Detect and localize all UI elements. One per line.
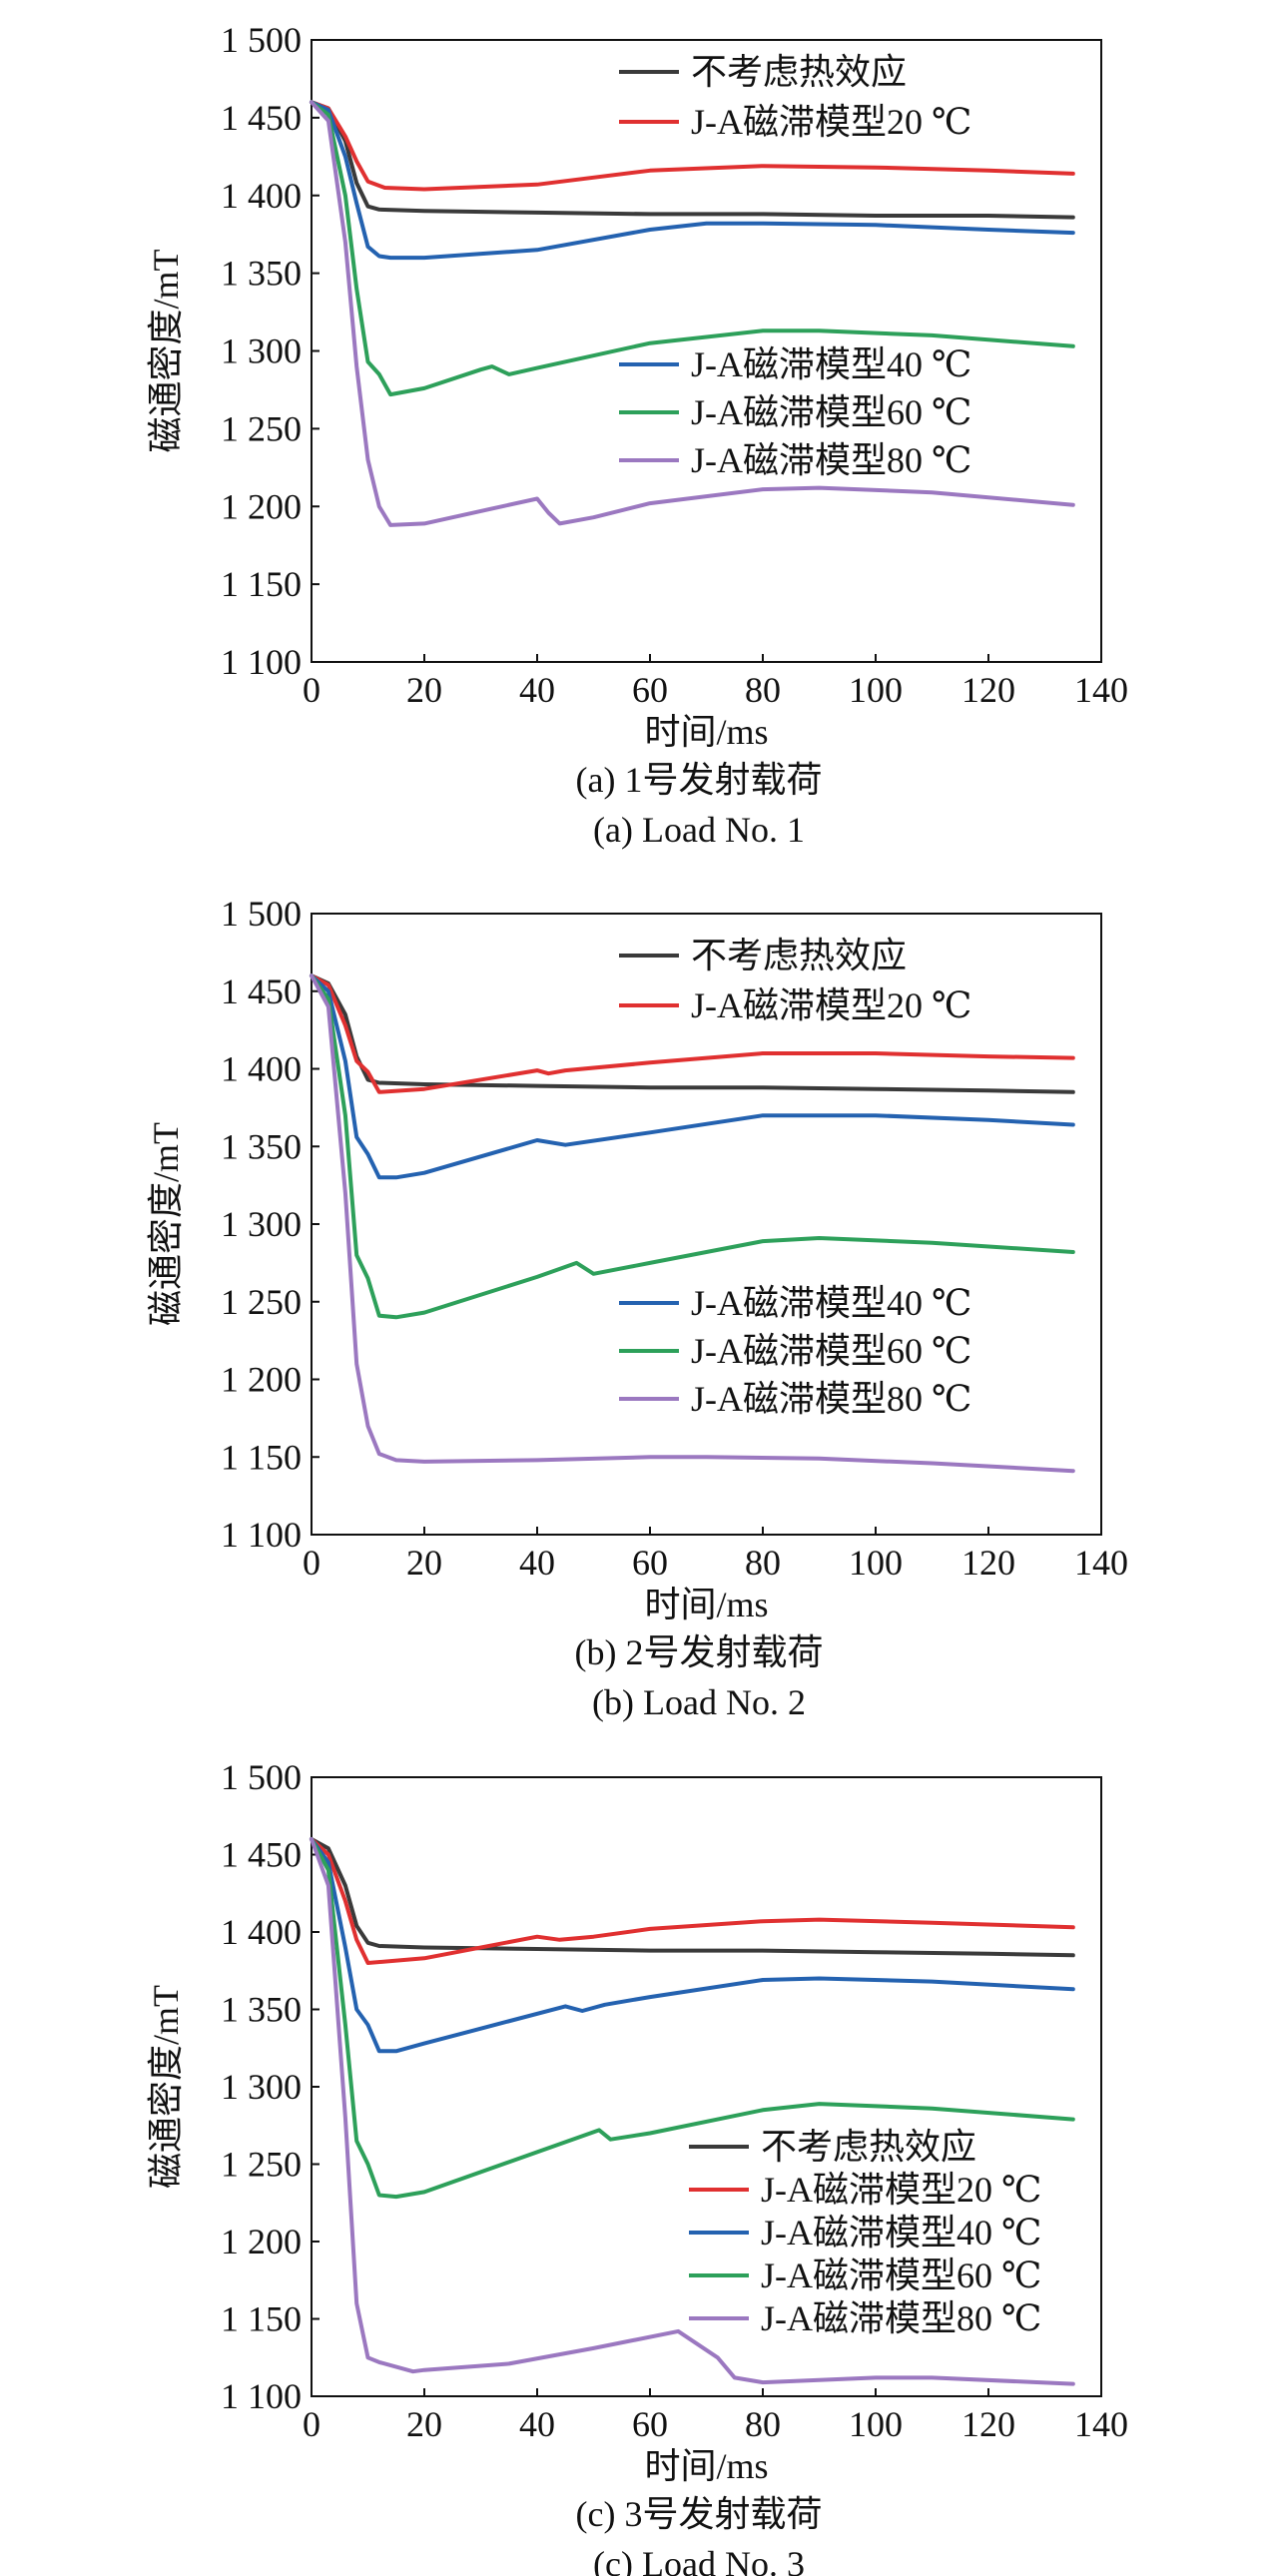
x-tick-label: 40 xyxy=(519,670,555,710)
x-tick-label: 60 xyxy=(632,670,668,710)
series-line-3 xyxy=(310,100,1075,261)
x-tick-label: 120 xyxy=(961,670,1015,710)
x-tick-label: 20 xyxy=(406,1543,442,1583)
x-tick-label: 100 xyxy=(849,1543,903,1583)
legend-label: J-A磁滞模型60 ℃ xyxy=(691,1331,971,1371)
y-tick-label: 1 200 xyxy=(221,2222,302,2261)
y-tick-label: 1 100 xyxy=(221,2376,302,2416)
legend-label: 不考虑热效应 xyxy=(691,52,907,92)
caption-chinese: (a) 1号发射载荷 xyxy=(576,760,823,800)
x-tick-label: 140 xyxy=(1074,1543,1128,1583)
chart-panel-3: 1 100 1 150 1 200 1 250 1 300 1 350 1 400 1 450… xyxy=(146,1757,1128,2576)
caption-chinese: (c) 3号发射载荷 xyxy=(576,2494,823,2534)
x-tick-label: 120 xyxy=(961,1543,1015,1583)
legend-label: J-A磁滞模型80 ℃ xyxy=(691,440,971,480)
y-tick-label: 1 200 xyxy=(221,1360,302,1400)
y-axis-label: 磁通密度/mT xyxy=(146,249,186,452)
x-tick-label: 40 xyxy=(519,2404,555,2444)
y-tick-label: 1 450 xyxy=(221,98,302,138)
x-tick-label: 80 xyxy=(745,670,781,710)
legend-label: J-A磁滞模型20 ℃ xyxy=(761,2170,1041,2210)
chart-panel-1: 1 100 1 150 1 200 1 250 1 300 1 350 1 400 1 450… xyxy=(146,20,1128,850)
x-tick-label: 120 xyxy=(961,2404,1015,2444)
y-tick-label: 1 350 xyxy=(221,1990,302,2030)
y-axis-label: 磁通密度/mT xyxy=(146,1122,186,1326)
series-line-1 xyxy=(310,973,1075,1094)
caption-english: (a) Load No. 1 xyxy=(593,810,805,850)
x-axis-label: 时间/ms xyxy=(644,1585,768,1624)
caption-english: (c) Load No. 3 xyxy=(593,2544,805,2576)
chart-panel-2: 1 100 1 150 1 200 1 250 1 300 1 350 1 400 1 450… xyxy=(146,894,1128,1722)
y-tick-label: 1 150 xyxy=(221,2299,302,2339)
series-line-1 xyxy=(310,1837,1075,1958)
legend-label: J-A磁滞模型80 ℃ xyxy=(761,2298,1041,2338)
x-tick-label: 140 xyxy=(1074,2404,1128,2444)
legend-label: J-A磁滞模型80 ℃ xyxy=(691,1379,971,1419)
x-tick-label: 100 xyxy=(849,2404,903,2444)
x-tick-label: 60 xyxy=(632,1543,668,1583)
y-tick-label: 1 500 xyxy=(221,894,302,934)
x-tick-label: 80 xyxy=(745,2404,781,2444)
series-line-4 xyxy=(310,1837,1075,2200)
y-tick-label: 1 500 xyxy=(221,20,302,60)
x-tick-label: 0 xyxy=(303,1543,320,1583)
y-tick-label: 1 250 xyxy=(221,2145,302,2185)
legend-label: J-A磁滞模型40 ℃ xyxy=(761,2213,1041,2253)
x-tick-label: 0 xyxy=(303,670,320,710)
y-tick-label: 1 100 xyxy=(221,642,302,682)
x-tick-label: 100 xyxy=(849,670,903,710)
y-axis-label: 磁通密度/mT xyxy=(146,1985,186,2189)
caption-chinese: (b) 2号发射载荷 xyxy=(575,1632,824,1672)
series-line-3 xyxy=(310,973,1075,1180)
x-axis-label: 时间/ms xyxy=(644,712,768,752)
y-tick-label: 1 200 xyxy=(221,486,302,526)
legend-label: 不考虑热效应 xyxy=(761,2127,976,2167)
legend-label: J-A磁滞模型20 ℃ xyxy=(691,102,971,142)
y-tick-label: 1 450 xyxy=(221,971,302,1011)
x-tick-label: 140 xyxy=(1074,670,1128,710)
legend-label: J-A磁滞模型40 ℃ xyxy=(691,1283,971,1323)
y-tick-label: 1 300 xyxy=(221,1204,302,1244)
caption-english: (b) Load No. 2 xyxy=(592,1682,806,1722)
x-tick-label: 0 xyxy=(303,2404,320,2444)
legend-label: J-A磁滞模型60 ℃ xyxy=(691,392,971,432)
y-tick-label: 1 150 xyxy=(221,1437,302,1477)
y-tick-label: 1 300 xyxy=(221,2067,302,2107)
x-tick-label: 80 xyxy=(745,1543,781,1583)
series-line-2 xyxy=(310,973,1075,1094)
y-tick-label: 1 350 xyxy=(221,254,302,294)
y-tick-label: 1 400 xyxy=(221,176,302,216)
series-line-4 xyxy=(310,100,1075,397)
y-tick-label: 1 300 xyxy=(221,331,302,371)
x-tick-label: 20 xyxy=(406,2404,442,2444)
y-tick-label: 1 400 xyxy=(221,1049,302,1089)
series-line-3 xyxy=(310,1837,1075,2054)
series-line-5 xyxy=(310,973,1075,1474)
legend-label: J-A磁滞模型40 ℃ xyxy=(691,344,971,384)
series-line-2 xyxy=(310,1837,1075,1965)
x-tick-label: 40 xyxy=(519,1543,555,1583)
legend-label: J-A磁滞模型20 ℃ xyxy=(691,985,971,1025)
x-axis-label: 时间/ms xyxy=(644,2446,768,2486)
x-tick-label: 60 xyxy=(632,2404,668,2444)
series-line-2 xyxy=(310,100,1075,192)
y-tick-label: 1 450 xyxy=(221,1835,302,1875)
y-tick-label: 1 150 xyxy=(221,564,302,604)
y-tick-label: 1 250 xyxy=(221,408,302,448)
legend-label: J-A磁滞模型60 ℃ xyxy=(761,2255,1041,2295)
y-tick-label: 1 250 xyxy=(221,1282,302,1322)
y-tick-label: 1 500 xyxy=(221,1757,302,1797)
y-tick-label: 1 350 xyxy=(221,1126,302,1166)
legend-label: 不考虑热效应 xyxy=(691,936,907,975)
y-tick-label: 1 400 xyxy=(221,1912,302,1952)
series-line-5 xyxy=(310,100,1075,527)
series-line-5 xyxy=(310,1837,1075,2386)
series-line-4 xyxy=(310,973,1075,1320)
y-tick-label: 1 100 xyxy=(221,1515,302,1555)
x-tick-label: 20 xyxy=(406,670,442,710)
